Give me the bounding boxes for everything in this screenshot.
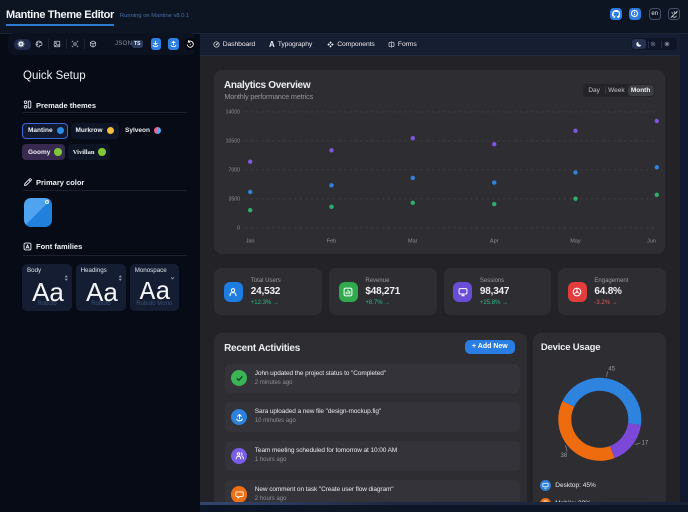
svg-text:Apr: Apr <box>490 238 499 244</box>
svg-text:3500: 3500 <box>229 196 241 202</box>
svg-text:Feb: Feb <box>327 238 336 244</box>
svg-text:38: 38 <box>560 453 567 459</box>
svg-text:Mar: Mar <box>408 238 418 244</box>
svg-text:45: 45 <box>608 367 615 373</box>
svg-text:14000: 14000 <box>226 109 241 115</box>
svg-text:Jan: Jan <box>246 238 255 244</box>
svg-text:Jun: Jun <box>648 238 657 244</box>
svg-text:May: May <box>571 238 582 244</box>
svg-text:7000: 7000 <box>229 167 241 173</box>
svg-text:10500: 10500 <box>226 138 241 144</box>
svg-text:0: 0 <box>238 225 241 231</box>
svg-text:17: 17 <box>641 441 648 447</box>
